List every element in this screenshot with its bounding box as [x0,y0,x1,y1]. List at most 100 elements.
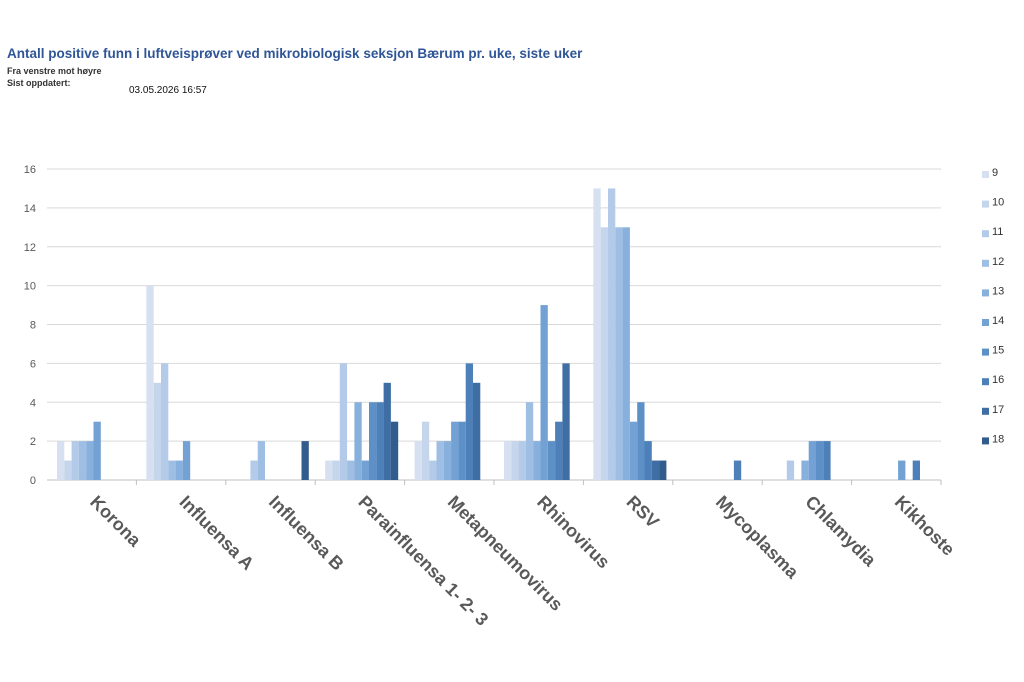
bar [354,402,362,480]
bar [615,227,623,480]
bar [421,421,430,480]
bar [369,402,377,480]
legend-label: 18 [992,433,1004,445]
bar [93,421,101,480]
legend-swatch [982,171,989,178]
legend-label: 14 [992,315,1004,327]
bar [361,460,369,480]
bar [555,421,563,480]
bar [339,363,348,480]
legend: 9 10 11 12 13 14 15 16 17 18 [982,167,1004,445]
bar [622,227,630,480]
bar [540,305,548,480]
chart-subtitle: Fra venstre mot høyre [7,66,102,76]
bar [429,460,437,480]
legend-swatch [982,259,989,267]
bar [912,460,920,480]
bar [257,441,265,480]
bar [78,441,87,480]
bar [473,382,481,480]
bar [816,441,824,480]
bar [436,441,444,480]
bar [376,402,384,480]
x-tick-label: Influensa B [265,492,348,575]
bar [451,421,459,480]
y-tick-label: 2 [30,436,36,448]
y-tick-label: 14 [24,203,36,215]
y-tick-label: 8 [30,320,36,332]
bars [57,188,920,480]
legend-swatch [982,200,989,208]
bar [547,441,556,480]
legend-label: 13 [992,285,1004,297]
bar [71,441,79,480]
legend-label: 17 [992,404,1004,416]
legend-swatch [982,289,989,297]
x-tick-label: RSV [623,492,663,532]
x-tick-label: Chlamydia [801,492,880,571]
legend-swatch [982,348,989,356]
x-tick-label: Kikhoste [891,492,959,560]
bar [332,460,340,480]
bar [786,460,795,480]
bar [518,441,526,480]
bar [301,441,309,480]
x-tick-label: Rhinovirus [533,492,614,573]
bar [823,441,831,480]
legend-swatch [982,230,989,238]
bar [808,441,816,480]
x-axis: Korona Influensa A Influensa B Parainfluens… [86,480,959,630]
bar [325,460,333,480]
y-tick-label: 4 [30,397,36,409]
bar [733,460,742,480]
legend-swatch [982,319,989,326]
x-tick-label: Mycoplasma [712,492,803,583]
bar [414,441,422,480]
y-tick-label: 6 [30,358,36,370]
y-tick-label: 10 [24,281,36,293]
bar [600,227,608,480]
bar [57,441,65,480]
bar [383,382,391,480]
bar [390,421,399,480]
bar [525,402,534,480]
bar [593,188,601,480]
bar [182,441,191,480]
legend-label: 11 [992,226,1003,238]
bar [801,460,809,480]
bar [168,460,176,480]
legend-label: 9 [992,167,998,179]
bar [562,363,570,480]
bar [347,460,355,480]
updated-value: 03.05.2026 16:57 [129,85,207,96]
bar [651,460,660,480]
legend-swatch [982,407,989,415]
bar [161,363,169,480]
grid-lines [47,168,941,481]
legend-swatch [982,378,989,386]
legend-label: 10 [992,197,1004,209]
bar [637,402,645,480]
bar [146,285,154,480]
bar [898,460,906,480]
legend-swatch [982,437,989,445]
bar [629,421,638,480]
bar [458,421,466,480]
bar [644,441,652,480]
y-tick-label: 16 [24,164,36,176]
bar [533,441,541,480]
bar [175,460,183,480]
legend-label: 15 [992,345,1004,357]
bar [504,441,512,480]
bar [64,460,72,480]
bar [659,460,667,480]
y-tick-label: 0 [30,475,36,487]
bar [86,441,94,480]
legend-label: 12 [992,256,1004,268]
chart-title: Antall positive funn i luftveisprøver ve… [7,46,583,61]
legend-label: 16 [992,374,1004,386]
y-tick-label: 12 [24,242,36,254]
bar [608,188,616,480]
y-axis: 0 2 4 6 8 10 12 14 16 [24,164,36,487]
